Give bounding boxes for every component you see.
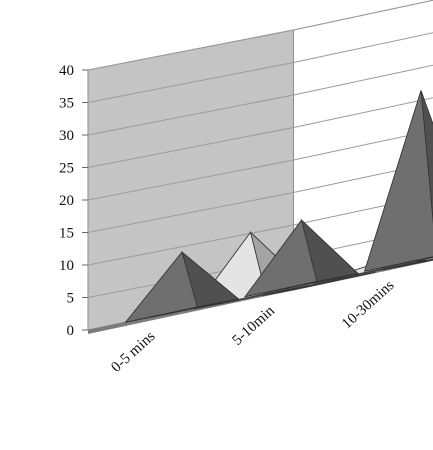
gridline-10 (87, 194, 433, 266)
data-pyramids (124, 90, 433, 323)
y-tick-15: 15 (59, 226, 74, 242)
y-axis-tick-labels: 0 5 10 15 20 25 30 35 40 (59, 63, 88, 339)
pyramid-sed-1 (124, 250, 240, 323)
y-tick-5: 5 (67, 291, 75, 307)
y-tick-20: 20 (59, 193, 74, 209)
y-tick-40: 40 (59, 63, 74, 79)
y-tick-0: 0 (67, 323, 75, 339)
category-label-2: 5-10min (229, 303, 278, 349)
gridline-30 (87, 64, 433, 136)
y-tick-30: 30 (59, 128, 74, 144)
pyramid-sed-3 (364, 90, 433, 272)
y-tick-35: 35 (59, 96, 74, 112)
pyramid-mvpa-1 (262, 271, 376, 296)
pyramid-mvpa-2 (382, 258, 433, 271)
gridline-20 (87, 129, 433, 201)
y-tick-10: 10 (59, 258, 74, 274)
gridline-25 (87, 97, 433, 168)
gridline-40 (87, 0, 433, 71)
y-tick-25: 25 (59, 161, 74, 177)
gridline-35 (87, 32, 433, 103)
gridline-15 (87, 162, 433, 233)
category-label-3: 10-30mins (339, 277, 398, 332)
pyramid-sed-2 (244, 218, 359, 298)
category-label-1: 0-5 mins (108, 328, 158, 375)
